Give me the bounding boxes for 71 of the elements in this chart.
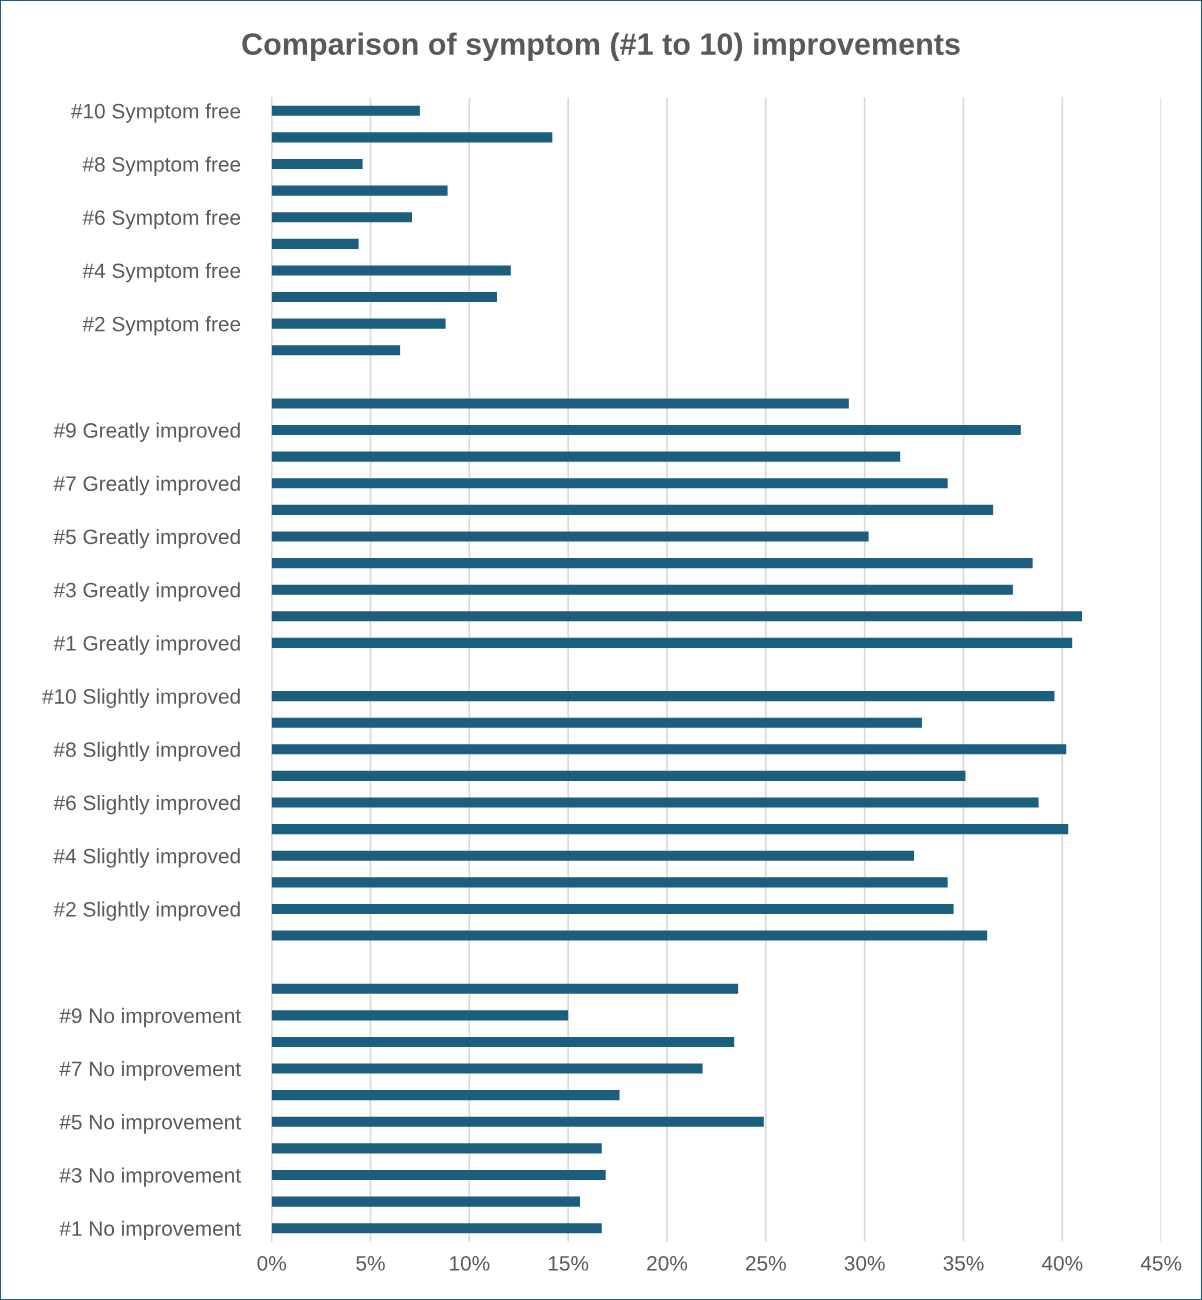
bar (271, 451, 901, 462)
bar (271, 1143, 602, 1154)
bar (271, 1116, 764, 1127)
bar (271, 158, 363, 170)
y-tick-label: #2 Symptom free (82, 316, 241, 336)
y-tick-label: #3 Greatly improved (53, 582, 240, 602)
bar (271, 903, 954, 914)
y-tick-label: #9 No improvement (59, 1007, 241, 1028)
y-tick-label: #2 Slightly improved (53, 901, 240, 921)
bar (271, 425, 1021, 436)
x-tick-label: 35% (943, 1255, 984, 1271)
y-tick-label: #1 No improvement (59, 1220, 241, 1241)
bar (271, 345, 401, 356)
x-tick-label: 5% (356, 1256, 385, 1271)
y-tick-label: #1 Greatly improved (53, 635, 240, 655)
bar (271, 265, 511, 276)
y-tick-label: #7 No improvement (59, 1061, 241, 1081)
x-tick-label: 30% (844, 1255, 885, 1271)
bar (271, 877, 948, 888)
bar (271, 1036, 735, 1048)
bar (271, 637, 1073, 648)
bar (271, 930, 988, 941)
x-tick-label: 0% (257, 1255, 286, 1271)
y-tick-label: #5 No improvement (59, 1114, 241, 1134)
x-tick-label: 25% (746, 1255, 786, 1271)
x-tick-label: 20% (647, 1255, 688, 1271)
bar (271, 478, 948, 489)
bar (271, 291, 497, 303)
bar (271, 691, 1055, 702)
bar (271, 105, 420, 116)
chart-title: Comparison of symptom (#1 to 10) improvements (242, 32, 960, 61)
bar (271, 1063, 703, 1074)
bar (271, 531, 869, 542)
x-tick-label: 40% (1041, 1255, 1083, 1271)
x-tick-label: 15% (548, 1256, 589, 1271)
bar (271, 132, 553, 143)
y-tick-label: #3 No improvement (59, 1167, 241, 1187)
y-tick-label: #10 Symptom free (70, 103, 241, 123)
y-tick-label: #9 Greatly improved (53, 422, 240, 442)
bar (271, 850, 915, 861)
bar (271, 1010, 569, 1021)
y-tick-label: #7 Greatly improved (53, 475, 240, 496)
x-tick-label: 10% (450, 1255, 490, 1271)
y-tick-label: #6 Symptom free (82, 209, 241, 230)
bar (271, 1223, 602, 1234)
y-tick-label: #8 Symptom free (82, 156, 241, 176)
bar (271, 504, 994, 515)
y-tick-label: #8 Slightly improved (53, 741, 240, 762)
y-tick-label: #6 Slightly improved (53, 794, 240, 815)
bar (271, 1090, 620, 1101)
bar (271, 744, 1067, 755)
bar (271, 185, 448, 196)
y-tick-label: #5 Greatly improved (53, 528, 240, 549)
y-tick-label: #10 Slightly improved (42, 688, 240, 708)
bar (271, 584, 1013, 595)
bar (271, 558, 1033, 569)
bar (271, 398, 849, 409)
bar (271, 212, 412, 223)
bar (271, 717, 922, 728)
bar (271, 824, 1069, 835)
bar (271, 1196, 581, 1207)
bar (271, 238, 359, 249)
y-tick-label: #4 Slightly improved (53, 848, 240, 868)
x-tick-label: 45% (1140, 1256, 1182, 1271)
bar (271, 611, 1083, 622)
bar (271, 797, 1039, 808)
bar (271, 1169, 606, 1181)
bar (271, 770, 966, 781)
y-tick-label: #4 Symptom free (82, 262, 241, 283)
bar (271, 318, 446, 329)
bar (271, 983, 739, 994)
